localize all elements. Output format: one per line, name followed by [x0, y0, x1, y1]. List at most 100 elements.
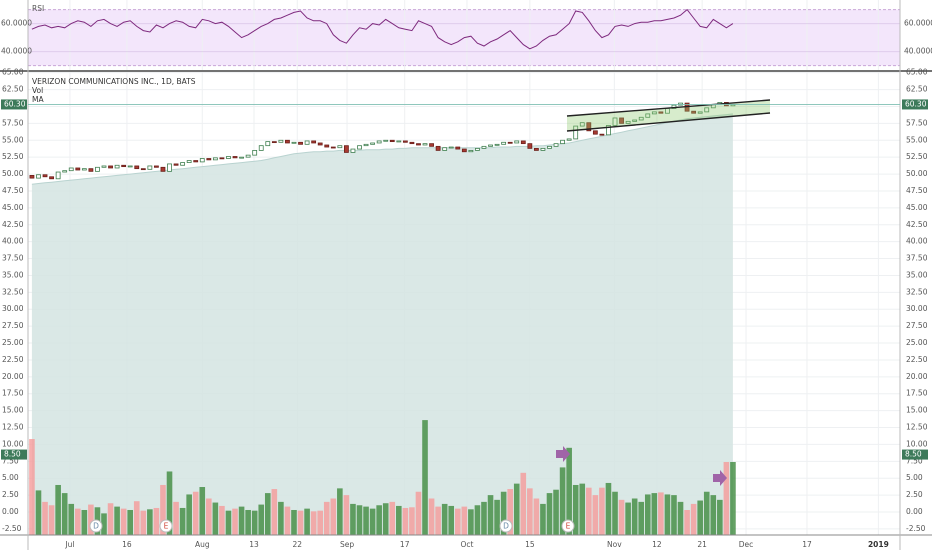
volume-bar [173, 501, 179, 535]
candle [278, 139, 284, 143]
volume-bar [527, 488, 533, 535]
candle [481, 145, 487, 149]
y-tick-label: 30.00 [2, 304, 24, 313]
candle [127, 165, 133, 168]
volume-bar [658, 492, 664, 535]
candle [62, 170, 68, 173]
y-tick-label: 22.50 [2, 355, 24, 364]
x-tick-label: 12 [652, 540, 662, 549]
y-tick-label: 37.50 [2, 254, 24, 263]
y-tick-label: -2.50 [2, 524, 22, 533]
price-tag [902, 99, 928, 110]
candle [363, 143, 369, 147]
candle [101, 165, 107, 168]
volume-bar [107, 503, 114, 535]
volume-bar [513, 483, 520, 535]
x-tick-label: 17 [802, 540, 812, 549]
y-tick-label: 57.50 [2, 118, 24, 127]
candle [619, 117, 624, 124]
ma-area [31, 113, 733, 536]
candle [527, 143, 533, 149]
volume-bar [644, 494, 651, 535]
volume-bar [631, 498, 638, 535]
volume-bar [415, 491, 422, 535]
volume-bar [468, 509, 474, 535]
candle [357, 145, 362, 150]
y-tick-label: 25.00 [906, 338, 928, 347]
candle [114, 164, 120, 169]
volume-bar [677, 501, 684, 535]
y-tick-label: 20.00 [906, 372, 928, 381]
volume-bar [723, 462, 730, 535]
candle [291, 141, 297, 144]
candle [245, 154, 251, 158]
candle [265, 141, 271, 147]
candle [691, 110, 697, 114]
y-tick-label: 20.00 [2, 372, 24, 381]
volume-bar [448, 505, 455, 535]
candle [180, 162, 186, 166]
volume-bar [697, 500, 703, 535]
candle [442, 147, 448, 151]
candle [219, 157, 225, 160]
y-tick-label: 47.50 [2, 186, 24, 195]
y-tick-label: 50.00 [906, 169, 928, 178]
candle [507, 141, 513, 144]
volume-bar [192, 491, 199, 535]
x-tick-label: 16 [122, 540, 132, 549]
x-tick-label: Sep [340, 540, 354, 549]
volume-bar [297, 510, 304, 535]
y-tick-label: 12.50 [906, 423, 928, 432]
y-tick-label: 30.00 [906, 304, 928, 313]
volume-bar [42, 501, 48, 535]
candle [49, 176, 54, 180]
volume-bar [219, 505, 225, 535]
volume-bar [474, 505, 481, 535]
volume-bar [140, 510, 147, 535]
y-tick-label: 50.00 [2, 169, 24, 178]
y-tick-label: 40.0000 [1, 47, 32, 56]
volume-bar [271, 489, 278, 535]
y-tick-label: 10.00 [906, 439, 928, 448]
y-tick-label: 32.50 [906, 287, 928, 296]
y-tick-label: 7.50 [2, 456, 19, 465]
candle [81, 168, 87, 171]
volume-bar [409, 507, 415, 535]
volume-tag [902, 449, 928, 460]
candle [370, 142, 376, 145]
volume-bar [618, 499, 625, 535]
y-tick-label: 17.50 [906, 389, 928, 398]
candle [704, 107, 710, 113]
candle [599, 133, 605, 136]
volume-bar [317, 510, 323, 535]
volume-bar [55, 484, 61, 535]
volume-bar [101, 513, 107, 535]
candle [461, 148, 467, 153]
candle [651, 111, 657, 115]
candle [160, 166, 166, 172]
volume-bar [238, 506, 245, 535]
candle [140, 168, 146, 171]
volume-tag-label: 8.50 [905, 450, 922, 459]
y-tick-label: 2.50 [2, 490, 19, 499]
y-tick-label: 0.00 [906, 507, 923, 516]
volume-bar [553, 489, 559, 535]
volume-bar [350, 503, 356, 535]
volume-bar [461, 506, 468, 535]
event-label: D [93, 522, 99, 531]
candle [36, 174, 41, 179]
volume-bar [68, 503, 75, 535]
volume-bar [690, 503, 697, 535]
candle [239, 156, 244, 159]
candle [468, 150, 474, 153]
volume-bar [127, 509, 134, 535]
y-tick-label: 0.00 [2, 507, 19, 516]
volume-bar [323, 501, 330, 535]
y-tick-label: 40.0000 [904, 47, 932, 56]
x-tick-label: Aug [195, 540, 210, 549]
y-tick-label: 60.0000 [904, 19, 932, 28]
y-tick-label: 27.50 [906, 321, 928, 330]
y-tick-label: 65.00 [906, 68, 928, 77]
channel-line [566, 112, 771, 132]
y-tick-label: 45.00 [2, 203, 24, 212]
